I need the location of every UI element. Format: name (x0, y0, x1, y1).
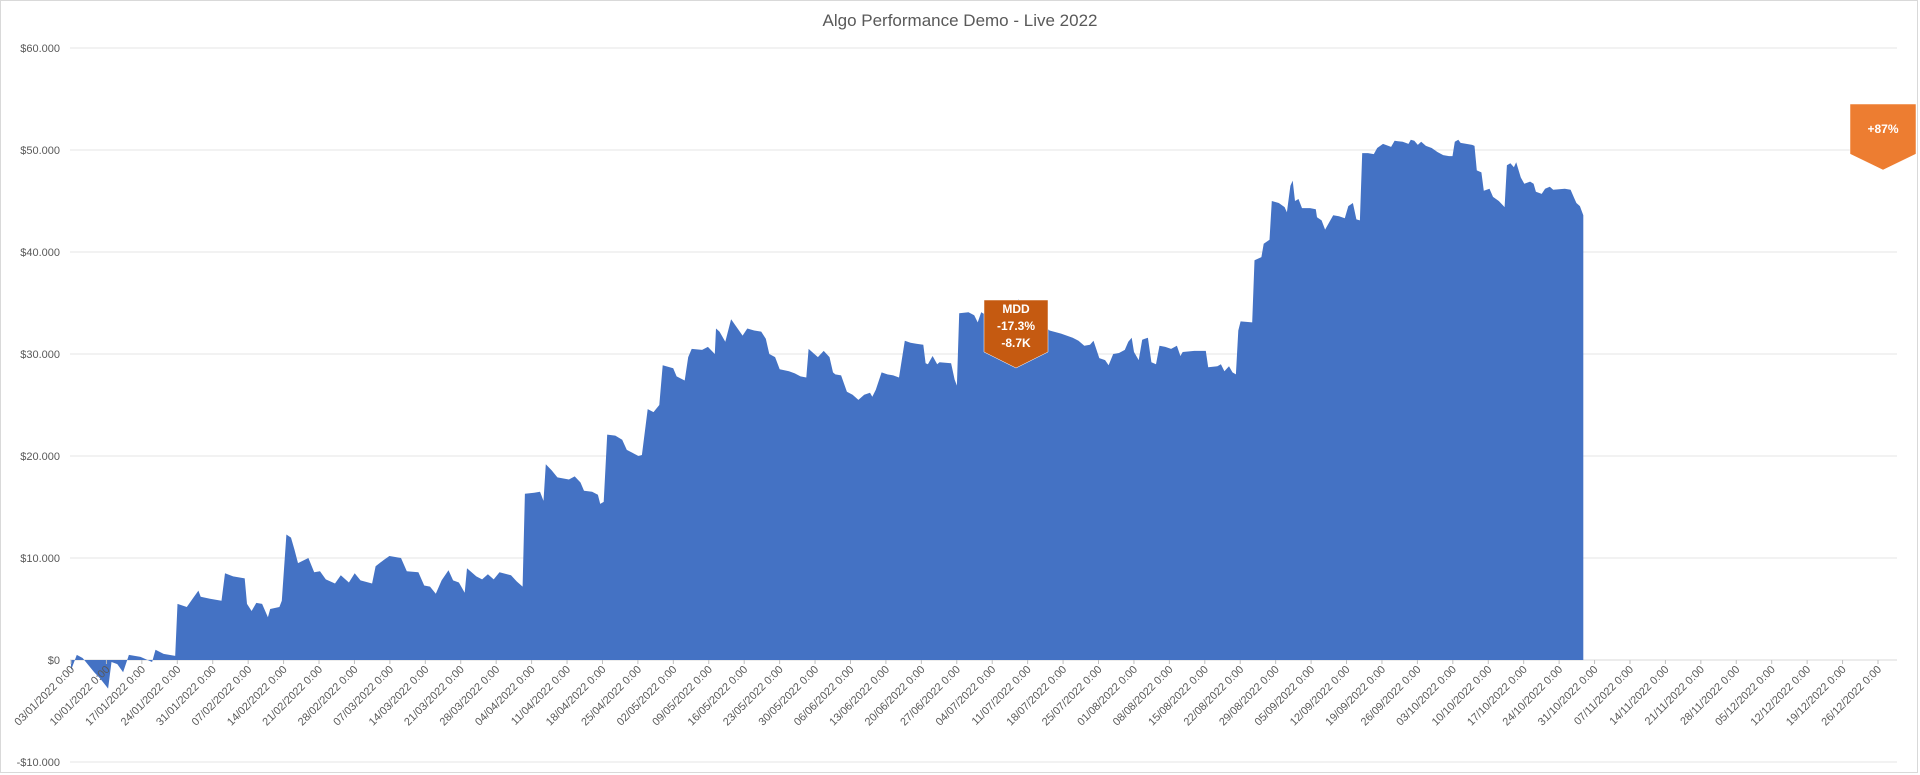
x-tick-label: 04/07/2022 0:00 (934, 664, 999, 729)
x-tick-label: 13/06/2022 0:00 (827, 664, 892, 729)
x-tick-label: 26/09/2022 0:00 (1359, 664, 1424, 729)
x-tick-label: 16/05/2022 0:00 (686, 664, 751, 729)
callout-text: +87% (1867, 122, 1898, 136)
x-tick-label: 05/12/2022 0:00 (1713, 664, 1778, 729)
y-tick-label: $10.000 (20, 553, 60, 565)
x-tick-label: 25/07/2022 0:00 (1040, 664, 1105, 729)
x-tick-label: 07/03/2022 0:00 (331, 664, 396, 729)
equity-area-series (71, 139, 1584, 689)
callout-text: -17.3% (997, 319, 1035, 333)
x-tick-label: 10/01/2022 0:00 (48, 664, 113, 729)
y-axis-tick-labels: $60.000 $50.000 $40.000 $30.000 $20.000 $10.0… (17, 43, 60, 769)
x-tick-label: 31/01/2022 0:00 (154, 664, 219, 729)
x-tick-label: 21/02/2022 0:00 (260, 664, 325, 729)
x-tick-label: 23/05/2022 0:00 (721, 664, 786, 729)
callout-text: MDD (1002, 302, 1030, 316)
equity-area (71, 139, 1584, 689)
callout-shape (1849, 103, 1917, 171)
x-tick-label: 22/08/2022 0:00 (1182, 664, 1247, 729)
x-tick-label: 15/08/2022 0:00 (1146, 664, 1211, 729)
x-tick-label: 27/06/2022 0:00 (898, 664, 963, 729)
x-tick-label: 02/05/2022 0:00 (615, 664, 680, 729)
x-tick-label: 01/08/2022 0:00 (1075, 664, 1140, 729)
x-tick-label: 17/10/2022 0:00 (1465, 664, 1530, 729)
x-tick-label: 06/06/2022 0:00 (792, 664, 857, 729)
callout-shape (983, 299, 1049, 369)
x-tick-label: 04/04/2022 0:00 (473, 664, 538, 729)
y-tick-label: $30.000 (20, 349, 60, 361)
x-tick-label: 12/09/2022 0:00 (1288, 664, 1353, 729)
x-tick-label: 14/03/2022 0:00 (367, 664, 432, 729)
y-tick-label: -$10.000 (17, 757, 60, 769)
x-tick-label: 24/10/2022 0:00 (1500, 664, 1565, 729)
y-tick-label: $40.000 (20, 247, 60, 259)
x-axis-tick-marks (70, 660, 1879, 664)
callout-text: -8.7K (1001, 336, 1031, 350)
x-tick-label: 26/12/2022 0:00 (1819, 664, 1884, 729)
x-tick-label: 24/01/2022 0:00 (119, 664, 184, 729)
x-tick-label: 14/02/2022 0:00 (225, 664, 290, 729)
x-tick-label: 05/09/2022 0:00 (1252, 664, 1317, 729)
y-tick-label: $50.000 (20, 145, 60, 157)
y-tick-label: $0 (48, 655, 60, 667)
y-tick-label: $20.000 (20, 451, 60, 463)
annotation-callouts: MDD -17.3% -8.7K +87% (983, 103, 1917, 369)
x-tick-label: 25/04/2022 0:00 (579, 664, 644, 729)
x-tick-label: 03/10/2022 0:00 (1394, 664, 1459, 729)
x-tick-label: 21/03/2022 0:00 (402, 664, 467, 729)
y-tick-label: $60.000 (20, 43, 60, 55)
chart-title: Algo Performance Demo - Live 2022 (822, 11, 1098, 30)
x-tick-label: 03/01/2022 0:00 (12, 664, 77, 729)
x-tick-label: 12/12/2022 0:00 (1748, 664, 1813, 729)
x-tick-label: 31/10/2022 0:00 (1536, 664, 1601, 729)
